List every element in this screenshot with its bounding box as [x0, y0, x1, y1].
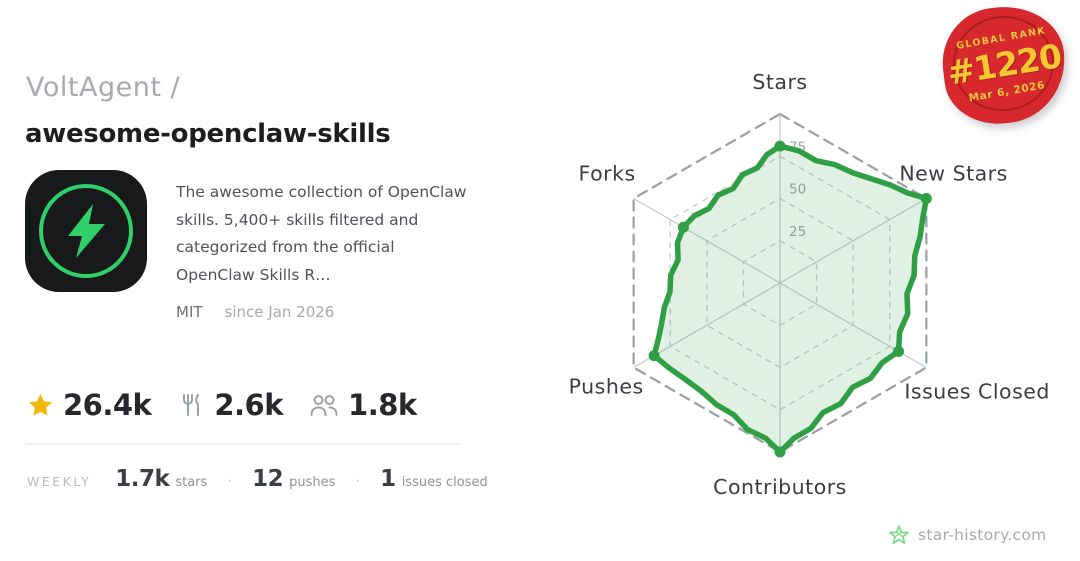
weekly-issues-value: 1: [380, 466, 396, 492]
weekly-stars-unit: stars: [175, 475, 208, 490]
radar-axis-line: [633, 197, 781, 284]
since-label: since Jan 2026: [224, 303, 335, 321]
weekly-issues-unit: issues closed: [401, 475, 488, 490]
weekly-pushes: 12 pushes: [252, 466, 335, 492]
radar-data-point: [648, 350, 660, 362]
radar-tick-label: 25: [789, 224, 806, 240]
weekly-pushes-value: 12: [252, 466, 284, 492]
radar-data-point: [774, 446, 786, 458]
avatar-ring: [39, 184, 133, 278]
radar-axis-label: Contributors: [713, 475, 847, 499]
radar-axis-line: [779, 197, 927, 284]
radar-axis-label: Pushes: [569, 375, 644, 399]
radar-axis-label: New Stars: [899, 162, 1007, 186]
contributors-icon: [309, 391, 339, 419]
radar-data-point: [920, 193, 932, 204]
repo-name[interactable]: awesome-openclaw-skills: [25, 119, 391, 149]
repo-avatar: [25, 170, 147, 292]
stars-stat: 26.4k: [27, 388, 152, 422]
radar-data-point: [677, 221, 689, 233]
radar-data-point: [774, 140, 786, 152]
weekly-label: WEEKLY: [27, 474, 92, 489]
radar-data-point: [893, 345, 905, 357]
star-icon: [27, 392, 54, 419]
separator-dot: ·: [227, 472, 233, 490]
license-label: MIT: [176, 303, 203, 321]
fork-cutlery-icon: [177, 391, 205, 419]
footer-brand-label: star-history.com: [918, 526, 1047, 544]
radar-tick-label: 50: [789, 182, 806, 198]
footer-brand[interactable]: star-history.com: [888, 524, 1047, 546]
star-history-logo-icon: [889, 525, 909, 544]
contributors-stat: 1.8k: [309, 388, 417, 422]
weekly-stars-value: 1.7k: [115, 466, 170, 492]
radar-axis-label: Forks: [579, 162, 636, 186]
forks-count: 2.6k: [214, 388, 284, 422]
contributors-count: 1.8k: [348, 388, 417, 422]
weekly-pushes-unit: pushes: [289, 475, 336, 490]
weekly-stats-row: WEEKLY 1.7k stars · 12 pushes · 1 issues…: [27, 466, 488, 492]
radar-data-polygon: [651, 143, 930, 455]
radar-axis-label: Stars: [752, 70, 807, 94]
weekly-issues: 1 issues closed: [380, 466, 488, 492]
forks-stat: 2.6k: [177, 388, 284, 422]
repo-meta: MIT since Jan 2026: [176, 303, 334, 321]
separator-dot: ·: [355, 472, 361, 490]
repo-owner: VoltAgent /: [26, 72, 181, 103]
stats-row: 26.4k 2.6k 1.8k: [27, 388, 443, 422]
lightning-bolt-icon: [68, 204, 105, 258]
stars-count: 26.4k: [63, 388, 152, 422]
radar-axis-label: Issues Closed: [904, 380, 1050, 404]
repo-description: The awesome collection of OpenClaw skill…: [176, 183, 467, 284]
divider-line: [25, 443, 460, 445]
weekly-stars: 1.7k stars: [115, 466, 207, 492]
